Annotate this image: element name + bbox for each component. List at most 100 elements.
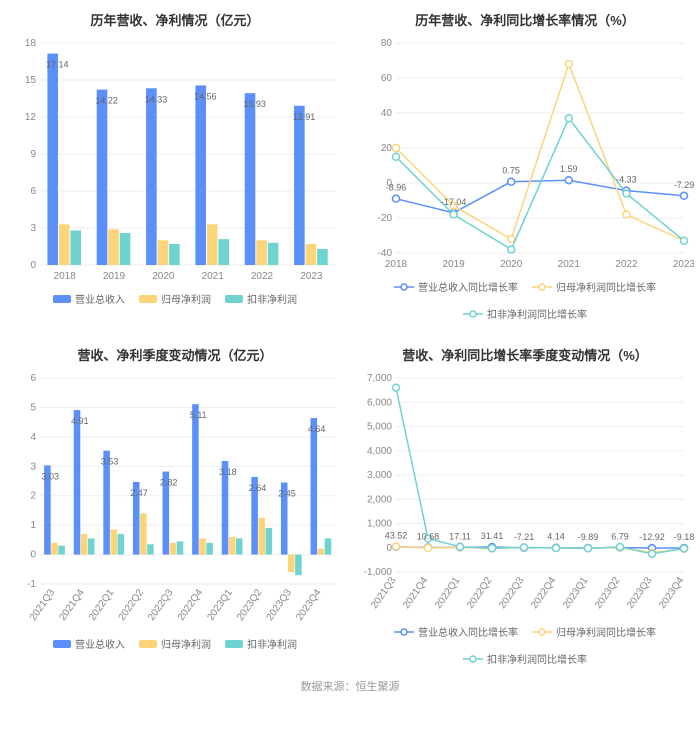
- svg-text:4.14: 4.14: [547, 532, 565, 542]
- svg-text:-17.04: -17.04: [441, 197, 467, 207]
- svg-text:2022Q4: 2022Q4: [529, 575, 559, 611]
- svg-text:2022Q1: 2022Q1: [87, 587, 117, 623]
- svg-text:5: 5: [30, 402, 36, 413]
- svg-text:5,000: 5,000: [367, 422, 392, 433]
- svg-text:2.64: 2.64: [249, 483, 267, 493]
- legend-item: 营业总收入同比增长率: [394, 624, 518, 639]
- svg-text:2023Q3: 2023Q3: [265, 587, 295, 623]
- legend-swatch: [53, 295, 71, 303]
- svg-text:0: 0: [30, 550, 36, 561]
- chart-annual-bar: 036912151817.1414.2214.3314.5613.9312.91…: [6, 37, 344, 287]
- legend-label: 归母净利润同比增长率: [556, 624, 656, 639]
- svg-text:2,000: 2,000: [367, 494, 392, 505]
- svg-text:6: 6: [30, 373, 36, 384]
- legend-quarter-bar: 营业总收入归母净利润 扣非净利润: [6, 636, 344, 651]
- panel-quarter-values: 营收、净利季度变动情况（亿元） -101234563.034.913.532.4…: [0, 335, 350, 670]
- svg-text:2022Q2: 2022Q2: [117, 587, 147, 623]
- svg-text:18: 18: [25, 38, 37, 49]
- chart-quarter-line: -1,00001,0002,0003,0004,0005,0006,0007,0…: [356, 372, 694, 620]
- svg-text:2020: 2020: [152, 271, 175, 282]
- legend-item: 归母净利润同比增长率: [532, 279, 656, 294]
- svg-text:4: 4: [30, 432, 36, 443]
- svg-text:13.93: 13.93: [243, 99, 266, 109]
- svg-text:1,000: 1,000: [367, 519, 392, 530]
- svg-text:2023Q1: 2023Q1: [561, 575, 591, 611]
- svg-text:-7.29: -7.29: [674, 180, 694, 190]
- svg-text:2: 2: [30, 491, 36, 502]
- legend-label: 营业总收入同比增长率: [418, 279, 518, 294]
- legend-label: 归母净利润同比增长率: [556, 279, 656, 294]
- legend-label: 扣非净利润同比增长率: [487, 306, 587, 321]
- svg-text:3: 3: [30, 223, 36, 234]
- panel-annual-growth: 历年营收、净利同比增长率情况（%） -40-20020406080-8.96-1…: [350, 0, 700, 335]
- legend-item: 归母净利润: [139, 291, 211, 306]
- legend-swatch: [225, 640, 243, 648]
- legend-label: 扣非净利润: [247, 636, 297, 651]
- svg-text:60: 60: [381, 73, 393, 84]
- svg-text:17.11: 17.11: [449, 531, 471, 541]
- svg-text:1.59: 1.59: [560, 164, 578, 174]
- data-source-label: 数据来源：恒生聚源: [0, 670, 700, 706]
- panel-quarter-growth: 营收、净利同比增长率季度变动情况（%） -1,00001,0002,0003,0…: [350, 335, 700, 670]
- svg-text:3: 3: [30, 461, 36, 472]
- legend-item: 归母净利润同比增长率: [532, 624, 656, 639]
- panel-title: 营收、净利季度变动情况（亿元）: [6, 345, 344, 364]
- legend-label: 营业总收入同比增长率: [418, 624, 518, 639]
- svg-text:2023Q2: 2023Q2: [593, 575, 623, 611]
- svg-text:2022: 2022: [615, 259, 638, 270]
- svg-text:2018: 2018: [385, 259, 408, 270]
- svg-text:40: 40: [381, 108, 393, 119]
- svg-text:2023Q4: 2023Q4: [294, 587, 324, 623]
- svg-text:2022Q3: 2022Q3: [497, 575, 527, 611]
- svg-text:2021: 2021: [202, 271, 225, 282]
- svg-text:1: 1: [30, 520, 36, 531]
- legend-item: 营业总收入: [53, 636, 125, 651]
- legend-item: 归母净利润: [139, 636, 211, 651]
- svg-text:2021Q3: 2021Q3: [28, 587, 58, 623]
- legend-marker-icon: [532, 627, 552, 637]
- svg-text:-1: -1: [27, 579, 36, 590]
- svg-text:3.03: 3.03: [41, 471, 59, 481]
- svg-text:0: 0: [30, 260, 36, 271]
- svg-text:2022Q4: 2022Q4: [176, 587, 206, 623]
- svg-text:-9.89: -9.89: [578, 532, 599, 542]
- legend-marker-icon: [463, 309, 483, 319]
- svg-text:43.52: 43.52: [385, 531, 408, 541]
- svg-text:6.79: 6.79: [611, 532, 629, 542]
- svg-text:12: 12: [25, 112, 37, 123]
- svg-text:3.18: 3.18: [219, 467, 237, 477]
- legend-marker-icon: [394, 282, 414, 292]
- svg-text:6: 6: [30, 186, 36, 197]
- svg-text:14.33: 14.33: [145, 94, 168, 104]
- svg-text:14.56: 14.56: [194, 91, 217, 101]
- svg-text:2021Q4: 2021Q4: [57, 587, 87, 623]
- svg-text:-8.96: -8.96: [386, 183, 407, 193]
- panel-title: 营收、净利同比增长率季度变动情况（%）: [356, 345, 694, 364]
- svg-text:3,000: 3,000: [367, 470, 392, 481]
- svg-text:2021: 2021: [558, 259, 581, 270]
- svg-text:2019: 2019: [103, 271, 126, 282]
- svg-text:7,000: 7,000: [367, 373, 392, 384]
- legend-label: 归母净利润: [161, 291, 211, 306]
- svg-text:12.91: 12.91: [293, 112, 316, 122]
- svg-text:2023: 2023: [300, 271, 323, 282]
- legend-annual-line: 营业总收入同比增长率 归母净利润同比增长率扣非净利润同比增长率: [356, 279, 694, 321]
- svg-text:3.53: 3.53: [101, 457, 119, 467]
- svg-text:2.45: 2.45: [278, 488, 296, 498]
- svg-text:2023Q4: 2023Q4: [657, 575, 687, 611]
- svg-text:20: 20: [381, 143, 393, 154]
- svg-text:4,000: 4,000: [367, 446, 392, 457]
- panel-annual-values: 历年营收、净利情况（亿元） 036912151817.1414.2214.331…: [0, 0, 350, 335]
- svg-text:10.68: 10.68: [417, 531, 440, 541]
- legend-quarter-line: 营业总收入同比增长率归母净利润同比增长率扣非净利润同比增长率: [356, 624, 694, 666]
- legend-label: 扣非净利润: [247, 291, 297, 306]
- svg-text:9: 9: [30, 149, 36, 160]
- svg-text:31.41: 31.41: [481, 531, 504, 541]
- legend-marker-icon: [463, 654, 483, 664]
- svg-text:2022Q1: 2022Q1: [433, 575, 463, 611]
- legend-item: 扣非净利润同比增长率: [463, 306, 587, 321]
- legend-marker-icon: [532, 282, 552, 292]
- legend-label: 营业总收入: [75, 291, 125, 306]
- svg-text:2023Q3: 2023Q3: [625, 575, 655, 611]
- svg-text:-12.92: -12.92: [639, 532, 665, 542]
